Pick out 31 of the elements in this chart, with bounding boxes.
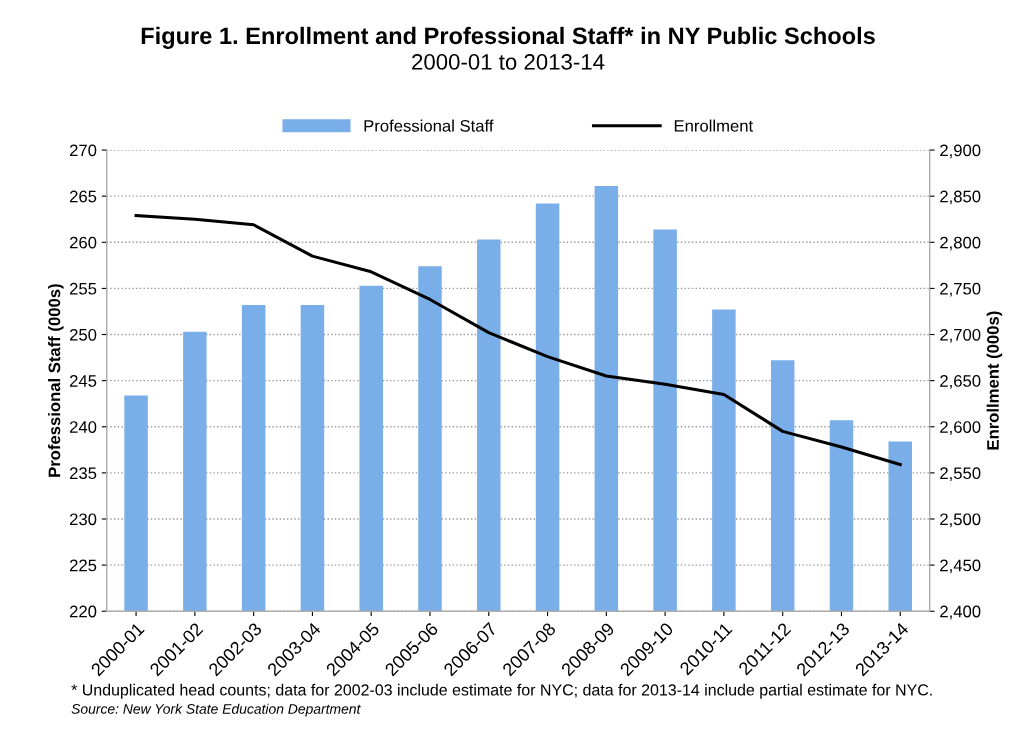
line-series [134,214,902,467]
source-note: Source: New York State Education Department [71,703,361,717]
y2-tick-label: 2,550 [940,467,981,482]
y2-tick-label: 2,650 [940,375,981,389]
y2-tick-label: 2,450 [940,559,981,574]
y2-tick-label: 2,850 [940,190,981,205]
y2-tick-label: 2,750 [940,282,981,297]
y2-tick-label: 2,500 [940,513,981,528]
y-tick-label: 230 [69,513,97,526]
y2-tick-label: 2,600 [940,421,981,435]
y-tick-label: 260 [69,236,97,249]
y-tick-label: 270 [69,144,97,157]
y-tick-label: 240 [69,421,97,433]
legend-label: Enrollment [674,119,754,132]
y-tick-label: 225 [69,559,97,572]
text: * Unduplicated head counts; data for 2002-03 include estimate for NYC; data for 2013-14 include partial estimate for NYC. [71,683,932,699]
y-tick-label: 265 [69,190,97,203]
chart-title: Figure 1. Enrollment and Professional Staff* in NY Public Schools [141,26,875,49]
y2-axis-title: Enrollment (000s) [986,311,1003,450]
legend-label: Professional Staff [364,119,494,132]
y2-tick-label: 2,400 [940,605,981,620]
y2-tick-label: 2,900 [940,144,981,159]
y-tick-label: 220 [69,605,97,618]
chart-subtitle: 2000-01 to 2013-14 [412,54,605,70]
y-tick-label: 250 [69,328,97,341]
y2-tick-label: 2,800 [940,236,981,251]
y2-tick-label: 2,700 [940,328,981,343]
y-axis-title: Professional Staff (000s) [48,284,64,477]
y-tick-label: 245 [69,375,97,387]
y-tick-label: 235 [69,467,97,480]
y-tick-label: 255 [69,282,97,295]
